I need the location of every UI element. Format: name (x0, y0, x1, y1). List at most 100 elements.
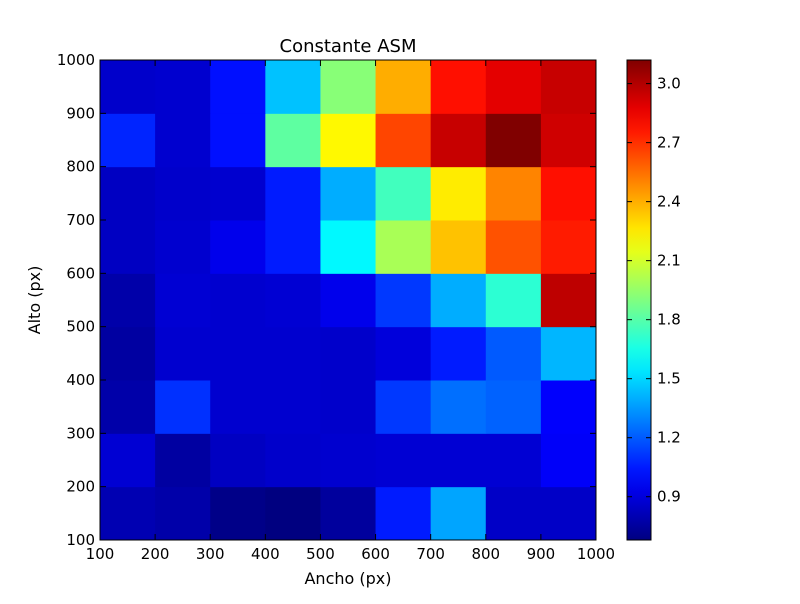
heatmap-cell (210, 380, 266, 434)
y-tick-label: 600 (66, 264, 95, 282)
heatmap-cell (100, 486, 156, 541)
y-tick-label: 200 (66, 478, 95, 496)
heatmap-cell (430, 433, 487, 488)
x-axis-ticks: 100 200 300 400 500 600 700 800 900 1000 (86, 60, 615, 563)
heatmap-cell (375, 113, 432, 168)
heatmap-cell (210, 60, 266, 114)
colorbar-tick-label: 0.9 (657, 488, 681, 506)
heatmap-cell (320, 380, 377, 434)
colorbar-tick-label: 1.8 (657, 311, 681, 329)
heatmap-cell (265, 380, 321, 434)
heatmap-cell (540, 220, 597, 274)
x-tick-label: 700 (416, 545, 445, 563)
heatmap-cell (100, 166, 156, 221)
y-tick-label: 300 (66, 424, 95, 442)
heatmap-cell (265, 220, 321, 274)
heatmap-cell (540, 380, 597, 434)
heatmap-cell (485, 380, 542, 434)
heatmap-cell (155, 326, 211, 381)
x-tick-label: 400 (251, 545, 280, 563)
heatmap-cell (210, 326, 266, 381)
colorbar-tick-label: 1.2 (657, 429, 681, 447)
heatmap-cell (210, 166, 266, 221)
heatmap-cell (155, 433, 211, 488)
heatmap-cell (100, 433, 156, 488)
x-axis-label: Ancho (px) (304, 569, 391, 588)
heatmap-cell (485, 326, 542, 381)
y-axis-ticks: 100 200 300 400 500 600 700 800 900 1000 (57, 51, 596, 549)
heatmap-cell (320, 220, 377, 274)
heatmap-cell (265, 486, 321, 541)
heatmap-cell (430, 326, 487, 381)
heatmap-cell (375, 273, 432, 328)
heatmap-cell (155, 273, 211, 328)
heatmap-cell (485, 113, 542, 168)
y-tick-label: 400 (66, 371, 95, 389)
x-tick-label: 600 (361, 545, 390, 563)
heatmap-cell (265, 60, 321, 114)
colorbar-ticks: 0.9 1.2 1.5 1.8 2.1 2.4 2.7 3.0 (627, 75, 681, 506)
colorbar-tick-label: 2.7 (657, 134, 681, 152)
heatmap-cell (210, 486, 266, 541)
heatmap-cell (265, 113, 321, 168)
plot-frame (99, 59, 597, 541)
x-tick-label: 200 (141, 545, 170, 563)
colorbar-tick-label: 2.4 (657, 193, 681, 211)
heatmap-cell (155, 60, 211, 114)
heatmap-cell (485, 433, 542, 488)
heatmap-cell (540, 60, 597, 114)
heatmap-cell (485, 273, 542, 328)
heatmap-cell (430, 113, 487, 168)
heatmap-cell (430, 486, 487, 541)
y-tick-label: 800 (66, 158, 95, 176)
heatmap-cell (430, 220, 487, 274)
heatmap-cell (320, 60, 377, 114)
heatmap-cell (155, 113, 211, 168)
x-tick-label: 900 (527, 545, 556, 563)
chart-title: Constante ASM (280, 36, 417, 57)
colorbar-tick-label: 1.5 (657, 370, 681, 388)
x-tick-label: 1000 (577, 545, 615, 563)
heatmap-cell (155, 220, 211, 274)
heatmap-cell (265, 433, 321, 488)
heatmap-cell (210, 273, 266, 328)
y-tick-label: 700 (66, 211, 95, 229)
heatmap-cell (100, 113, 156, 168)
heatmap-cell (375, 166, 432, 221)
heatmap-cell (375, 433, 432, 488)
heatmap-cell (210, 113, 266, 168)
heatmap-cell (485, 486, 542, 541)
x-tick-label: 100 (86, 545, 115, 563)
heatmap-cell (265, 273, 321, 328)
y-tick-label: 500 (66, 318, 95, 336)
heatmap-cell (320, 273, 377, 328)
colorbar (626, 59, 652, 541)
y-tick-label: 900 (66, 104, 95, 122)
heatmap-cell (100, 380, 156, 434)
colorbar-tick-label: 2.1 (657, 252, 681, 270)
heatmap-cell (210, 220, 266, 274)
heatmap-cell (430, 380, 487, 434)
heatmap-cell (375, 380, 432, 434)
heatmap-cell (100, 60, 156, 114)
heatmap-cell (375, 486, 432, 541)
heatmap-cell (375, 326, 432, 381)
heatmap-cell (540, 166, 597, 221)
y-axis-label: Alto (px) (25, 266, 44, 335)
heatmap-cell (540, 273, 597, 328)
heatmap-cell (320, 486, 377, 541)
heatmap-cell (375, 60, 432, 114)
y-tick-label: 1000 (57, 51, 95, 69)
heatmap-cell (155, 166, 211, 221)
heatmap-cell (100, 326, 156, 381)
heatmap-cells (100, 60, 597, 541)
heatmap-cell (155, 486, 211, 541)
x-tick-label: 500 (306, 545, 335, 563)
colorbar-tick-label: 3.0 (657, 75, 681, 93)
x-tick-label: 300 (196, 545, 225, 563)
heatmap-cell (430, 166, 487, 221)
heatmap-cell (320, 113, 377, 168)
heatmap-cell (265, 166, 321, 221)
heatmap-cell (540, 486, 597, 541)
